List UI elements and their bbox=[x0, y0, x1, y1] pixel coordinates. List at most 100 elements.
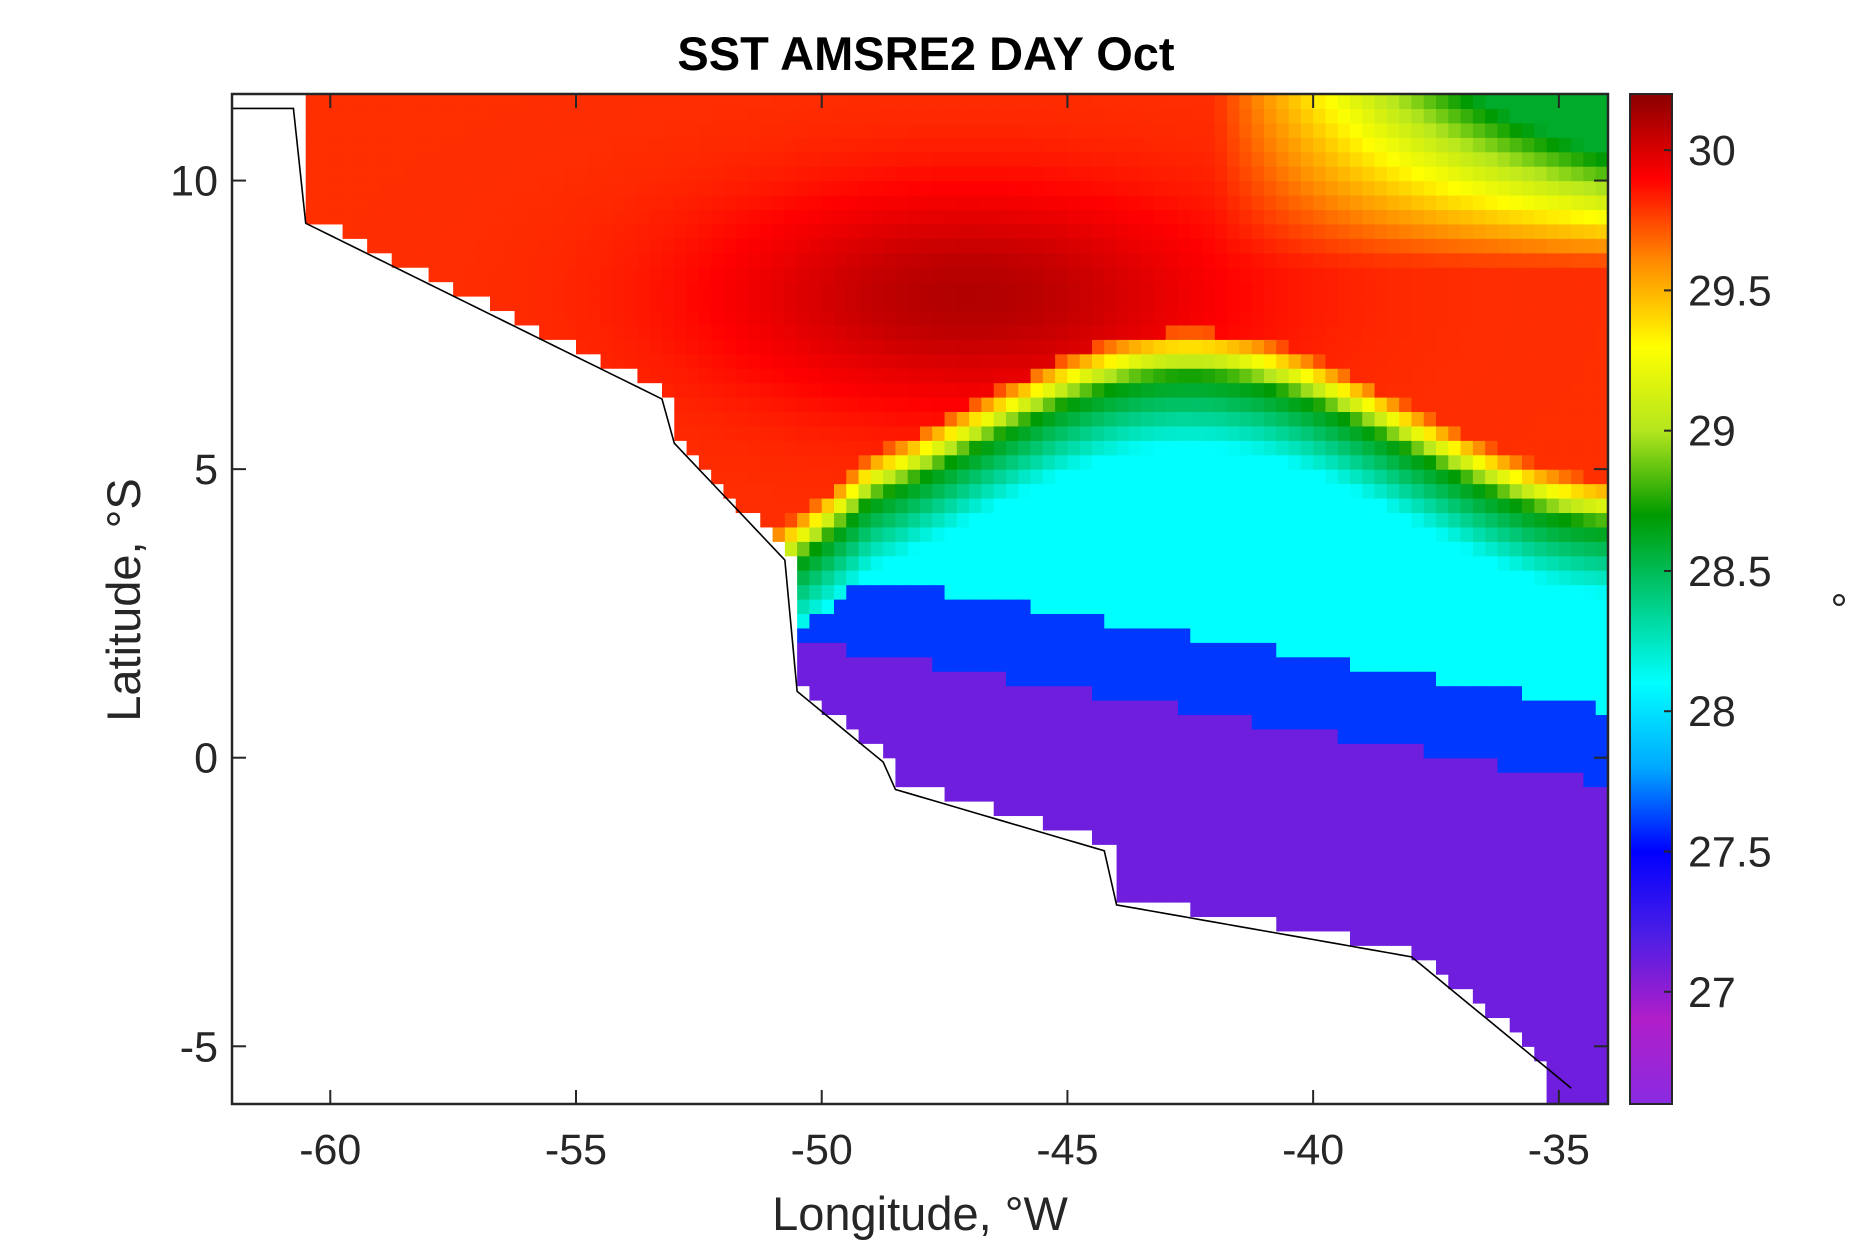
heatmap-cell bbox=[969, 324, 983, 340]
heatmap-cell bbox=[834, 483, 847, 499]
heatmap-cell bbox=[1583, 555, 1597, 571]
heatmap-cell bbox=[1288, 382, 1302, 398]
heatmap-cell bbox=[1018, 195, 1032, 211]
heatmap-cell bbox=[1472, 671, 1486, 687]
heatmap-cell bbox=[1190, 469, 1204, 485]
heatmap-cell bbox=[1239, 209, 1253, 225]
heatmap-cell bbox=[711, 469, 725, 485]
heatmap-cell bbox=[1079, 440, 1093, 456]
heatmap-cell bbox=[465, 94, 479, 110]
heatmap-cell bbox=[1546, 786, 1560, 802]
heatmap-cell bbox=[698, 108, 712, 124]
heatmap-cell bbox=[1448, 728, 1462, 744]
heatmap-cell bbox=[969, 728, 983, 744]
heatmap-cell bbox=[1092, 411, 1105, 427]
heatmap-cell bbox=[748, 483, 761, 499]
heatmap-cell bbox=[1460, 757, 1474, 773]
heatmap-cell bbox=[944, 512, 958, 528]
heatmap-cell bbox=[1485, 122, 1499, 138]
heatmap-cell bbox=[1042, 223, 1056, 239]
heatmap-cell bbox=[883, 627, 897, 643]
heatmap-cell bbox=[1018, 310, 1032, 326]
heatmap-cell bbox=[1006, 714, 1019, 730]
heatmap-cell bbox=[1264, 829, 1277, 845]
heatmap-cell bbox=[637, 324, 651, 340]
heatmap-cell bbox=[1595, 728, 1608, 744]
heatmap-cell bbox=[932, 94, 946, 110]
heatmap-cell bbox=[1337, 267, 1351, 283]
heatmap-cell bbox=[1472, 887, 1486, 903]
heatmap-cell bbox=[1042, 195, 1056, 211]
heatmap-cell bbox=[932, 151, 946, 167]
heatmap-cell bbox=[956, 324, 970, 340]
heatmap-cell bbox=[1251, 498, 1265, 514]
heatmap-cell bbox=[330, 209, 344, 225]
heatmap-cell bbox=[1251, 397, 1265, 413]
heatmap-cell bbox=[1386, 743, 1400, 759]
heatmap-cell bbox=[1362, 209, 1376, 225]
heatmap-cell bbox=[1436, 454, 1449, 470]
heatmap-cell bbox=[895, 772, 909, 788]
heatmap-cell bbox=[1128, 498, 1142, 514]
heatmap-cell bbox=[1178, 425, 1191, 441]
heatmap-cell bbox=[1178, 310, 1191, 326]
heatmap-cell bbox=[907, 700, 921, 716]
heatmap-cell bbox=[1030, 700, 1044, 716]
heatmap-cell bbox=[969, 526, 983, 542]
heatmap-cell bbox=[1583, 1089, 1597, 1104]
heatmap-cell bbox=[1423, 425, 1437, 441]
heatmap-cell bbox=[1546, 887, 1560, 903]
heatmap-cell bbox=[1436, 209, 1449, 225]
heatmap-cell bbox=[809, 122, 823, 138]
heatmap-cell bbox=[1497, 223, 1511, 239]
heatmap-cell bbox=[1116, 238, 1130, 254]
heatmap-cell bbox=[1448, 671, 1462, 687]
heatmap-cell bbox=[1239, 454, 1253, 470]
heatmap-cell bbox=[1460, 454, 1474, 470]
heatmap-cell bbox=[1042, 166, 1056, 182]
heatmap-cell bbox=[1264, 397, 1277, 413]
heatmap-cell bbox=[1092, 223, 1105, 239]
heatmap-cell bbox=[1141, 873, 1155, 889]
heatmap-cell bbox=[1534, 656, 1548, 672]
sst-heatmap bbox=[305, 94, 1608, 1104]
heatmap-cell bbox=[895, 483, 909, 499]
heatmap-cell bbox=[711, 411, 725, 427]
heatmap-cell bbox=[1558, 137, 1572, 153]
heatmap-cell bbox=[1350, 223, 1363, 239]
heatmap-cell bbox=[1300, 526, 1314, 542]
heatmap-cell bbox=[1214, 151, 1228, 167]
heatmap-cell bbox=[723, 195, 737, 211]
heatmap-cell bbox=[514, 223, 528, 239]
heatmap-cell bbox=[981, 94, 995, 110]
heatmap-cell bbox=[1300, 151, 1314, 167]
heatmap-cell bbox=[1485, 873, 1499, 889]
heatmap-cell bbox=[981, 728, 995, 744]
heatmap-cell bbox=[1534, 440, 1548, 456]
heatmap-cell bbox=[1202, 570, 1216, 586]
heatmap-cell bbox=[1288, 151, 1302, 167]
heatmap-cell bbox=[1055, 296, 1069, 312]
heatmap-cell bbox=[858, 137, 872, 153]
heatmap-cell bbox=[920, 397, 933, 413]
heatmap-cell bbox=[1190, 483, 1204, 499]
heatmap-cell bbox=[920, 627, 933, 643]
heatmap-cell bbox=[1374, 685, 1388, 701]
heatmap-cell bbox=[1448, 469, 1462, 485]
heatmap-cell bbox=[809, 599, 823, 615]
heatmap-cell bbox=[1448, 974, 1462, 990]
heatmap-cell bbox=[1153, 469, 1167, 485]
heatmap-cell bbox=[883, 599, 897, 615]
heatmap-cell bbox=[1411, 137, 1425, 153]
heatmap-cell bbox=[1374, 368, 1388, 384]
heatmap-cell bbox=[981, 209, 995, 225]
heatmap-cell bbox=[1104, 483, 1118, 499]
heatmap-cell bbox=[1595, 324, 1608, 340]
heatmap-cell bbox=[920, 526, 933, 542]
heatmap-cell bbox=[1362, 829, 1376, 845]
heatmap-cell bbox=[1472, 541, 1486, 557]
heatmap-cell bbox=[1288, 541, 1302, 557]
heatmap-cell bbox=[1595, 209, 1608, 225]
heatmap-cell bbox=[711, 137, 725, 153]
heatmap-cell bbox=[870, 296, 884, 312]
